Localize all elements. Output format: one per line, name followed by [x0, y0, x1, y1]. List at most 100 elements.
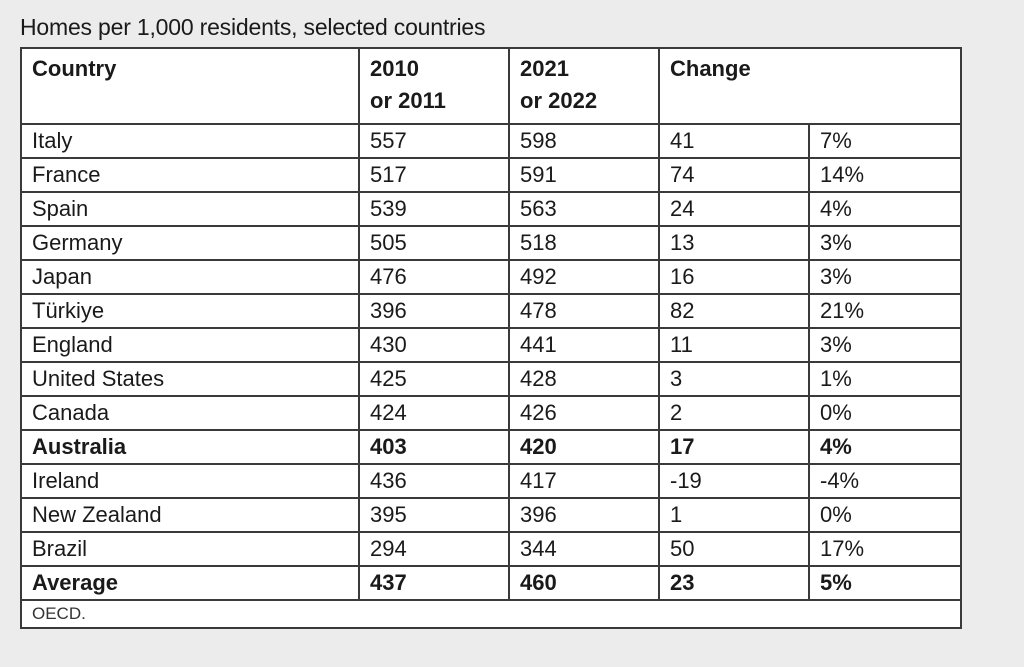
- cell-country: Germany: [20, 225, 360, 261]
- cell-2010: 424: [358, 395, 510, 431]
- cell-change-pct: 0%: [808, 395, 962, 431]
- header-country: Country: [20, 47, 360, 125]
- table-row: Japan 476 492 16 3%: [20, 259, 962, 295]
- cell-2021: 492: [508, 259, 660, 295]
- cell-change-pct: 4%: [808, 429, 962, 465]
- table-title: Homes per 1,000 residents, selected coun…: [20, 14, 486, 40]
- cell-2021: 591: [508, 157, 660, 193]
- cell-change-pct: -4%: [808, 463, 962, 499]
- table-row: Germany 505 518 13 3%: [20, 225, 962, 261]
- cell-change: 74: [658, 157, 810, 193]
- table-body: Italy 557 598 41 7% France 517 591 74 14% Spain 539…: [20, 123, 962, 601]
- header-2021: 2021 or 2022: [508, 47, 660, 125]
- cell-2010: 517: [358, 157, 510, 193]
- cell-2021: 441: [508, 327, 660, 363]
- cell-change: 2: [658, 395, 810, 431]
- cell-change: 13: [658, 225, 810, 261]
- cell-country: Brazil: [20, 531, 360, 567]
- header-2021-line2: or 2022: [520, 88, 598, 113]
- cell-2010: 437: [358, 565, 510, 601]
- cell-2021: 420: [508, 429, 660, 465]
- cell-2010: 396: [358, 293, 510, 329]
- cell-2021: 396: [508, 497, 660, 533]
- table-row: Canada 424 426 2 0%: [20, 395, 962, 431]
- cell-change: 24: [658, 191, 810, 227]
- cell-2010: 557: [358, 123, 510, 159]
- cell-change-pct: 3%: [808, 259, 962, 295]
- cell-2010: 476: [358, 259, 510, 295]
- header-2010-line1: 2010: [370, 56, 419, 81]
- header-row: Country 2010 or 2011 2021 or 2022 Change: [20, 47, 962, 125]
- table-row: United States 425 428 3 1%: [20, 361, 962, 397]
- cell-2010: 425: [358, 361, 510, 397]
- cell-country: Ireland: [20, 463, 360, 499]
- cell-country: England: [20, 327, 360, 363]
- cell-2021: 478: [508, 293, 660, 329]
- cell-2010: 539: [358, 191, 510, 227]
- cell-country: Canada: [20, 395, 360, 431]
- table-header: Country 2010 or 2011 2021 or 2022 Change: [20, 47, 962, 125]
- cell-2010: 505: [358, 225, 510, 261]
- cell-country: France: [20, 157, 360, 193]
- cell-change: 41: [658, 123, 810, 159]
- cell-country: Australia: [20, 429, 360, 465]
- table-row: Brazil 294 344 50 17%: [20, 531, 962, 567]
- cell-2021: 460: [508, 565, 660, 601]
- cell-change-pct: 7%: [808, 123, 962, 159]
- cell-country: Spain: [20, 191, 360, 227]
- table-row: Türkiye 396 478 82 21%: [20, 293, 962, 329]
- cell-change: 16: [658, 259, 810, 295]
- table-row: Ireland 436 417 -19 -4%: [20, 463, 962, 499]
- table-row: France 517 591 74 14%: [20, 157, 962, 193]
- cell-country: Türkiye: [20, 293, 360, 329]
- cell-2021: 417: [508, 463, 660, 499]
- table-row: Average 437 460 23 5%: [20, 565, 962, 601]
- cell-country: Italy: [20, 123, 360, 159]
- cell-change: 82: [658, 293, 810, 329]
- cell-country: New Zealand: [20, 497, 360, 533]
- cell-2010: 430: [358, 327, 510, 363]
- cell-2021: 518: [508, 225, 660, 261]
- cell-change-pct: 17%: [808, 531, 962, 567]
- cell-2021: 426: [508, 395, 660, 431]
- homes-table: Country 2010 or 2011 2021 or 2022 Change I…: [20, 47, 962, 629]
- cell-change-pct: 4%: [808, 191, 962, 227]
- source-note: OECD.: [20, 599, 962, 629]
- header-2021-line1: 2021: [520, 56, 569, 81]
- table-row: Australia 403 420 17 4%: [20, 429, 962, 465]
- source-row: OECD.: [20, 599, 962, 629]
- cell-change: 11: [658, 327, 810, 363]
- cell-change: 17: [658, 429, 810, 465]
- cell-change-pct: 3%: [808, 225, 962, 261]
- cell-change: 3: [658, 361, 810, 397]
- cell-change: 1: [658, 497, 810, 533]
- cell-change-pct: 14%: [808, 157, 962, 193]
- cell-change-pct: 3%: [808, 327, 962, 363]
- cell-2021: 428: [508, 361, 660, 397]
- cell-2010: 395: [358, 497, 510, 533]
- cell-2010: 294: [358, 531, 510, 567]
- cell-change-pct: 0%: [808, 497, 962, 533]
- cell-change: -19: [658, 463, 810, 499]
- cell-change-pct: 21%: [808, 293, 962, 329]
- table-row: Italy 557 598 41 7%: [20, 123, 962, 159]
- cell-2021: 344: [508, 531, 660, 567]
- cell-country: Japan: [20, 259, 360, 295]
- cell-country: United States: [20, 361, 360, 397]
- header-2010: 2010 or 2011: [358, 47, 510, 125]
- header-2010-line2: or 2011: [370, 88, 446, 113]
- cell-2021: 563: [508, 191, 660, 227]
- cell-country: Average: [20, 565, 360, 601]
- cell-2021: 598: [508, 123, 660, 159]
- header-change: Change: [658, 47, 962, 125]
- table-row: England 430 441 11 3%: [20, 327, 962, 363]
- cell-change: 50: [658, 531, 810, 567]
- cell-2010: 403: [358, 429, 510, 465]
- cell-change-pct: 1%: [808, 361, 962, 397]
- table-row: Spain 539 563 24 4%: [20, 191, 962, 227]
- table-row: New Zealand 395 396 1 0%: [20, 497, 962, 533]
- cell-change: 23: [658, 565, 810, 601]
- cell-change-pct: 5%: [808, 565, 962, 601]
- cell-2010: 436: [358, 463, 510, 499]
- table-footer: OECD.: [20, 599, 962, 629]
